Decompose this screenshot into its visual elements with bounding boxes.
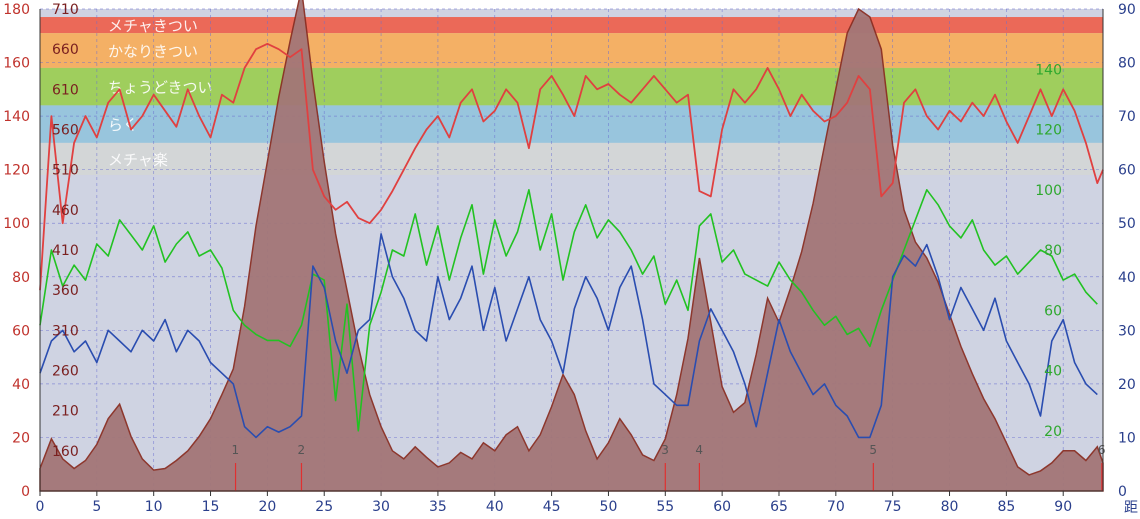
- y-left-inner-tick-label: 660: [52, 42, 79, 58]
- x-tick-label: 30: [372, 499, 390, 515]
- y-right-inner-tick-label: 60: [1044, 303, 1062, 319]
- y-left-inner-tick-label: 510: [52, 163, 79, 179]
- x-tick-label: 45: [543, 499, 561, 515]
- x-tick-label: 10: [145, 499, 163, 515]
- speed-series: [39, 233, 1098, 439]
- zone-label: ちょうどきつい: [108, 79, 213, 97]
- lap-marker-label: 5: [869, 443, 877, 457]
- zone-band: [40, 17, 1103, 34]
- lap-marker-label: 4: [695, 443, 703, 457]
- x-tick-label: 5: [92, 499, 101, 515]
- zone-label: メチャきつい: [108, 17, 198, 35]
- y-left-tick-label: 180: [3, 2, 30, 18]
- axes: 0 5 10 15 20 25 30 35 40 45 50 55 60 65 70 75 80 85 900204…: [3, 2, 1138, 516]
- y-left-inner-tick-label: 310: [52, 323, 79, 339]
- x-tick-label: 50: [600, 499, 618, 515]
- zone-label: かなりきつい: [108, 43, 198, 61]
- y-left-tick-label: 40: [12, 377, 30, 393]
- y-right-tick-label: 60: [1118, 163, 1136, 179]
- y-left-inner-tick-label: 160: [52, 444, 79, 460]
- x-tick-label: 60: [713, 499, 731, 515]
- lap-marker-label: 1: [232, 443, 240, 457]
- x-tick-label: 0: [36, 499, 45, 515]
- heart-rate-line: [39, 42, 1104, 291]
- x-tick-label: 80: [941, 499, 959, 515]
- y-right-tick-label: 20: [1118, 377, 1136, 393]
- y-right-tick-label: 50: [1118, 216, 1136, 232]
- x-tick-label: 20: [258, 499, 276, 515]
- cadence-series: [39, 189, 1098, 432]
- x-tick-label: 70: [827, 499, 845, 515]
- zone-band: [40, 33, 1103, 68]
- x-tick-label: 65: [770, 499, 788, 515]
- y-left-inner-tick-label: 560: [52, 123, 79, 139]
- y-right-tick-label: 70: [1118, 109, 1136, 125]
- y-left-tick-label: 60: [12, 323, 30, 339]
- y-left-tick-label: 140: [3, 109, 30, 125]
- y-right-inner-tick-label: 100: [1035, 183, 1062, 199]
- cadence-line: [39, 189, 1098, 432]
- x-tick-label: 35: [429, 499, 447, 515]
- y-left-tick-label: 80: [12, 270, 30, 286]
- y-left-inner-tick-label: 460: [52, 203, 79, 219]
- lap-marker-label: 6: [1098, 443, 1106, 457]
- x-tick-label: 75: [884, 499, 902, 515]
- y-left-inner-tick-label: 410: [52, 243, 79, 259]
- y-right-inner-tick-label: 80: [1044, 243, 1062, 259]
- x-tick-label: 55: [656, 499, 674, 515]
- zone-label: メチャ楽: [108, 151, 168, 169]
- y-right-tick-label: 0: [1118, 484, 1127, 500]
- speed-line: [39, 233, 1098, 439]
- zone-band: [40, 142, 1103, 176]
- y-right-tick-label: 90: [1118, 2, 1136, 18]
- lap-markers: 1 2 3 4 5 6: [232, 443, 1106, 491]
- y-right-tick-label: 10: [1118, 430, 1136, 446]
- y-left-inner-tick-label: 260: [52, 364, 79, 380]
- y-left-tick-label: 160: [3, 56, 30, 72]
- y-right-inner-tick-label: 120: [1035, 123, 1062, 139]
- y-left-inner-tick-label: 710: [52, 2, 79, 18]
- y-right-inner-tick-label: 40: [1044, 364, 1062, 380]
- y-right-tick-label: 30: [1118, 323, 1136, 339]
- lap-marker-label: 2: [297, 443, 305, 457]
- heart-rate-series: [39, 42, 1104, 291]
- x-tick-label: 40: [486, 499, 504, 515]
- y-left-tick-label: 0: [21, 484, 30, 500]
- y-left-tick-label: 120: [3, 163, 30, 179]
- y-left-inner-tick-label: 610: [52, 82, 79, 98]
- zone-band: [40, 67, 1103, 106]
- y-right-tick-label: 40: [1118, 270, 1136, 286]
- y-left-inner-tick-label: 360: [52, 283, 79, 299]
- y-left-tick-label: 100: [3, 216, 30, 232]
- y-right-inner-tick-label: 140: [1035, 62, 1062, 78]
- x-axis-label: 距: [1124, 500, 1138, 516]
- x-tick-label: 90: [1054, 499, 1072, 515]
- y-left-tick-label: 20: [12, 430, 30, 446]
- x-tick-label: 15: [202, 499, 220, 515]
- x-tick-label: 85: [997, 499, 1015, 515]
- x-tick-label: 25: [315, 499, 333, 515]
- y-right-inner-tick-label: 20: [1044, 424, 1062, 440]
- y-right-tick-label: 80: [1118, 56, 1136, 72]
- y-left-inner-tick-label: 210: [52, 404, 79, 420]
- lap-marker-label: 3: [661, 443, 669, 457]
